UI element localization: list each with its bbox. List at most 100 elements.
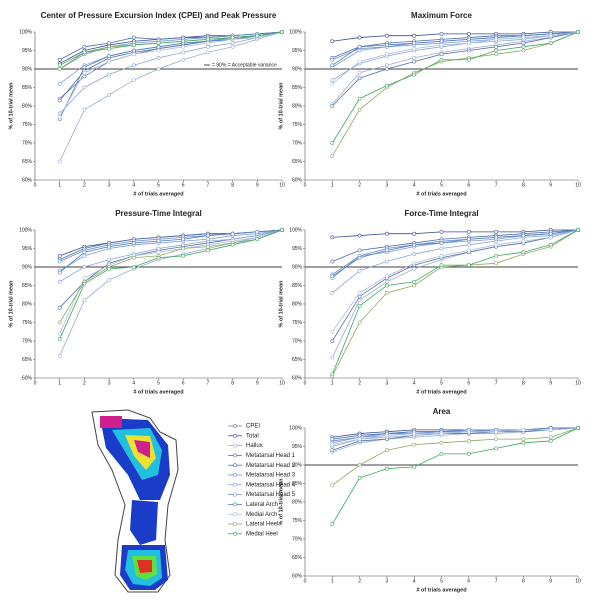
series-line bbox=[332, 229, 578, 238]
y-tick-label: 80% bbox=[22, 103, 33, 109]
data-point bbox=[466, 41, 471, 46]
data-point bbox=[521, 440, 526, 445]
data-point bbox=[330, 274, 335, 279]
legend-label: Medial Heel bbox=[246, 531, 278, 537]
chart: Pressure-Time Integral # of trials averag… bbox=[8, 209, 285, 395]
data-point bbox=[412, 464, 417, 469]
data-point bbox=[548, 435, 553, 440]
y-tick-label: 90% bbox=[22, 264, 33, 270]
x-tick-label: 10 bbox=[575, 578, 581, 584]
data-point bbox=[82, 70, 87, 75]
x-tick-label: 2 bbox=[358, 182, 361, 188]
data-point bbox=[205, 248, 210, 253]
y-tick-label: 80% bbox=[22, 301, 33, 307]
data-point bbox=[548, 231, 553, 236]
data-point bbox=[357, 96, 362, 101]
y-tick-label: 95% bbox=[292, 444, 303, 450]
x-tick-label: 2 bbox=[83, 380, 86, 386]
data-point bbox=[521, 35, 526, 40]
x-tick-label: 7 bbox=[495, 380, 498, 386]
data-point bbox=[384, 448, 389, 453]
series-line bbox=[331, 31, 579, 105]
data-point bbox=[384, 290, 389, 295]
data-point bbox=[255, 237, 260, 242]
data-point bbox=[107, 244, 112, 249]
data-point bbox=[466, 263, 471, 268]
data-point bbox=[384, 279, 389, 284]
legend-marker bbox=[233, 424, 237, 428]
series-line bbox=[59, 31, 283, 162]
y-tick-label: 70% bbox=[22, 338, 33, 344]
chart-title: Force-Time Integral bbox=[404, 209, 478, 218]
series-line bbox=[332, 229, 579, 294]
data-point bbox=[576, 426, 580, 430]
data-point bbox=[466, 37, 471, 42]
data-point bbox=[57, 111, 62, 116]
legend-marker bbox=[233, 433, 237, 438]
data-point bbox=[439, 39, 444, 44]
data-point bbox=[57, 331, 62, 336]
x-tick-label: 5 bbox=[157, 182, 160, 188]
legend-label: Metatarsal Head 3 bbox=[246, 473, 296, 479]
y-tick-label: 75% bbox=[22, 122, 33, 128]
legend-label: Metatarsal Head 4 bbox=[246, 482, 296, 488]
data-point bbox=[205, 41, 210, 46]
legend-marker bbox=[233, 482, 237, 487]
data-point bbox=[156, 48, 161, 53]
data-point bbox=[521, 44, 526, 49]
data-point bbox=[205, 233, 210, 238]
y-tick-label: 90% bbox=[292, 264, 303, 270]
data-point bbox=[521, 427, 526, 432]
data-point bbox=[57, 353, 62, 358]
y-tick-label: 75% bbox=[292, 518, 303, 524]
y-tick-label: 100% bbox=[289, 227, 302, 233]
data-point bbox=[107, 59, 112, 64]
data-point bbox=[466, 248, 471, 253]
data-point bbox=[156, 56, 161, 60]
data-point bbox=[230, 44, 235, 49]
data-point bbox=[156, 239, 161, 244]
series-line bbox=[332, 427, 579, 446]
x-tick-label: 5 bbox=[440, 380, 443, 386]
x-tick-label: 10 bbox=[575, 182, 581, 188]
chart: Force-Time Integral # of trials averaged%… bbox=[278, 209, 581, 395]
x-tick-label: 2 bbox=[358, 578, 361, 584]
y-tick-label: 95% bbox=[22, 246, 33, 252]
x-tick-label: 10 bbox=[279, 380, 285, 386]
data-point bbox=[57, 253, 62, 258]
y-tick-label: 75% bbox=[292, 320, 303, 326]
data-point bbox=[357, 59, 362, 64]
x-tick-label: 4 bbox=[413, 380, 416, 386]
data-point bbox=[357, 320, 362, 325]
data-point bbox=[494, 253, 499, 258]
data-point bbox=[82, 265, 87, 269]
data-point bbox=[384, 259, 389, 264]
data-point bbox=[330, 81, 335, 86]
chart: Area # of trials averaged % of 10-trial me… bbox=[278, 407, 581, 593]
data-point bbox=[82, 298, 87, 303]
data-point bbox=[156, 67, 161, 71]
data-point bbox=[82, 276, 87, 281]
x-tick-label: 2 bbox=[83, 182, 86, 188]
chart: Maximum Force # of trials averaged % of 10… bbox=[278, 11, 581, 197]
series-line bbox=[332, 229, 579, 277]
x-tick-label: 2 bbox=[358, 380, 361, 386]
series-line bbox=[332, 427, 579, 451]
data-point bbox=[205, 44, 210, 49]
data-point bbox=[466, 429, 471, 434]
data-point bbox=[131, 63, 136, 68]
data-point bbox=[548, 235, 553, 240]
legend-label: Medial Arch bbox=[246, 512, 277, 518]
y-tick-label: 90% bbox=[292, 66, 303, 72]
data-point bbox=[181, 246, 186, 251]
data-point bbox=[181, 237, 186, 242]
x-axis-label: # of trials averaged bbox=[416, 389, 466, 395]
data-point bbox=[494, 429, 499, 434]
data-point bbox=[230, 242, 235, 247]
legend-marker bbox=[233, 502, 237, 507]
data-point bbox=[57, 98, 62, 103]
y-tick-label: 80% bbox=[292, 103, 303, 109]
data-point bbox=[357, 44, 362, 49]
data-point bbox=[412, 59, 417, 64]
data-point bbox=[466, 57, 471, 62]
